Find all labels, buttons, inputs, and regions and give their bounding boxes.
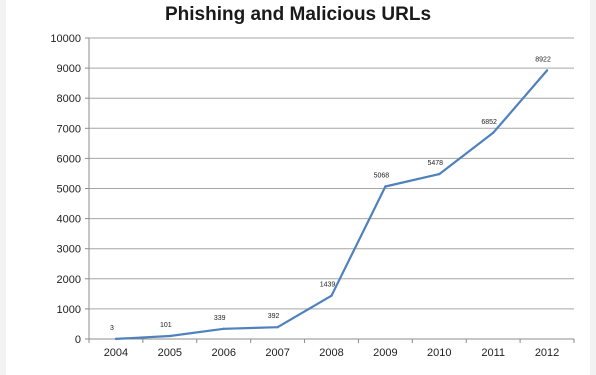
y-tick-label-3000: 3000 [57,244,81,256]
x-tick-label-2010: 2010 [427,347,451,359]
data-label-2008: 1439 [320,282,336,289]
y-tick-label-0: 0 [75,334,81,346]
x-tick-label-2004: 2004 [104,347,128,359]
chart-title: Phishing and Malicious URLs [164,4,432,25]
y-tick-label-8000: 8000 [57,93,81,105]
data-label-2009: 5068 [374,172,390,179]
x-tick-label-2005: 2005 [158,347,182,359]
x-tick-label-2006: 2006 [211,347,235,359]
data-label-2004: 3 [110,325,114,332]
y-tick-label-7000: 7000 [57,123,81,135]
data-point-2005 [168,334,172,338]
y-tick-label-4000: 4000 [57,214,81,226]
y-tick-label-9000: 9000 [57,63,81,75]
data-label-2011: 6852 [481,119,497,126]
data-label-2007: 392 [268,313,280,320]
y-tick-label-5000: 5000 [57,184,81,196]
data-label-2006: 339 [214,315,226,322]
y-tick-label-2000: 2000 [57,274,81,286]
series-line [115,69,548,340]
x-tick-label-2008: 2008 [319,347,343,359]
x-tick-label-2012: 2012 [535,347,559,359]
data-label-2005: 101 [160,322,172,329]
x-tick-label-2007: 2007 [265,347,289,359]
data-point-2011 [491,131,495,134]
data-point-2009 [384,185,387,188]
x-tick-label-2009: 2009 [373,347,397,359]
data-point-2007 [276,326,279,329]
y-tick-label-10000: 10000 [50,33,81,45]
data-point-2012 [545,69,549,72]
data-point-2004 [114,337,118,341]
data-point-2006 [222,327,225,330]
x-tick-label-2011: 2011 [481,347,505,359]
y-tick-label-6000: 6000 [57,153,81,165]
data-point-2008 [330,294,333,297]
y-tick-label-1000: 1000 [57,304,81,316]
data-label-2010: 5478 [427,160,443,167]
data-point-2010 [438,172,441,176]
data-label-2012: 8922 [535,56,551,63]
